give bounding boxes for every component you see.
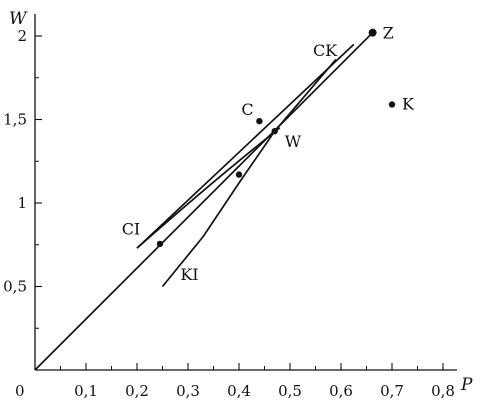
point-5	[156, 240, 164, 248]
point-label-k: K	[402, 94, 415, 113]
curve-ci	[136, 127, 281, 249]
point-label-w: W	[285, 132, 302, 151]
curve-ck	[136, 43, 355, 249]
point-z	[368, 28, 377, 37]
x-axis-title: P	[460, 375, 473, 395]
x-tick-label: 0,2	[125, 382, 149, 400]
point-4	[235, 171, 243, 178]
y-tick-label: 2	[17, 27, 27, 45]
curve-label-ki: KI	[180, 265, 198, 284]
point-label-c: C	[241, 100, 253, 119]
y-tick-label: 0,5	[3, 278, 27, 296]
series	[34, 32, 374, 371]
y-tick-label: 1,5	[3, 111, 27, 129]
point-w	[271, 127, 278, 135]
x-tick-label: 0,7	[380, 382, 404, 400]
x-tick-label: 0,3	[176, 382, 200, 400]
point-label-z: Z	[383, 24, 394, 43]
point-c	[256, 117, 263, 125]
origin-label: 0	[15, 382, 25, 400]
markers	[156, 28, 396, 248]
x-tick-label: 0,1	[74, 382, 98, 400]
x-tick-label: 0,6	[329, 382, 353, 400]
axes	[34, 14, 457, 371]
curve-label-ci: CI	[122, 220, 141, 239]
curve-ki	[161, 58, 337, 288]
x-tick-label: 0,8	[431, 382, 455, 400]
curve-0	[34, 32, 374, 371]
point-k	[388, 101, 396, 108]
y-axis-title: W	[9, 9, 28, 29]
curve-label-ck: CK	[313, 41, 338, 60]
x-tick-label: 0,5	[278, 382, 302, 400]
x-tick-label: 0,4	[227, 382, 251, 400]
labels: PW0 0,1 0,2 0,3 0,4 0,5 0,6 0,7 0,80,511,52 ZC KWC…	[3, 9, 473, 400]
ticks	[35, 35, 444, 370]
y-tick-label: 1	[17, 194, 27, 212]
